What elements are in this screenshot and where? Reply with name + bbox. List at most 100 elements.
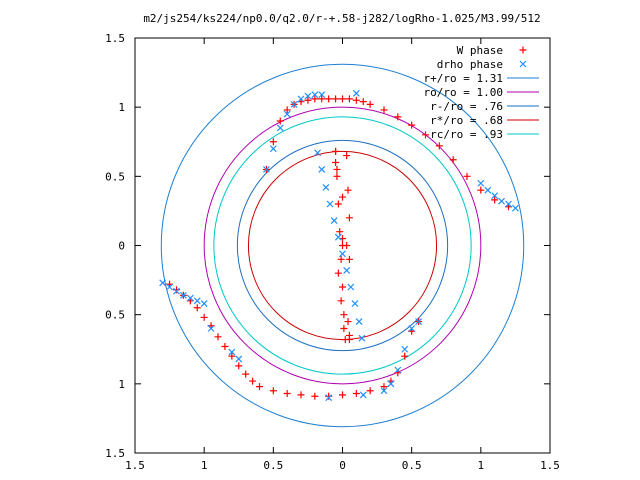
drho-phase-point — [283, 110, 291, 118]
drho-phase-point — [347, 283, 355, 291]
legend-label: ro/ro = 1.00 — [424, 86, 503, 99]
y-tick-label: 0 — [118, 240, 125, 253]
legend-label: drho phase — [437, 58, 503, 71]
x-tick-label: 1 — [478, 459, 485, 472]
x-tick-label: 1 — [201, 459, 208, 472]
w-phase-point — [311, 392, 319, 400]
w-phase-point — [449, 156, 457, 164]
w-phase-point — [344, 318, 352, 326]
drho-phase-point — [359, 391, 367, 399]
drho-phase-point — [339, 250, 346, 258]
w-phase-point — [340, 325, 348, 332]
w-phase-point — [339, 95, 346, 103]
drho-phase-point — [159, 279, 167, 287]
drho-phase-point — [387, 380, 395, 388]
y-tick-label: 0.5 — [105, 309, 125, 322]
w-phase-point — [311, 95, 319, 103]
w-phase-point — [334, 200, 342, 208]
drho-phase-point — [325, 394, 333, 402]
w-phase-point — [297, 391, 305, 399]
drho-phase-point — [166, 283, 174, 291]
drho-phase-point — [269, 145, 277, 153]
y-tick-label: 1.5 — [105, 32, 125, 45]
drho-phase-point — [179, 291, 187, 299]
drho-phase-point — [498, 197, 506, 205]
drho-phase-point — [228, 348, 236, 356]
circle-r — [236, 139, 449, 352]
drho-phase-point — [322, 183, 330, 191]
w-phase-point — [332, 95, 340, 103]
drho-phase-point — [511, 204, 519, 212]
drho-phase-point — [193, 297, 201, 305]
drho-phase-point — [207, 325, 215, 332]
legend-label: r*/ro = .68 — [430, 114, 503, 127]
drho-phase-point — [351, 300, 359, 308]
drho-phase-point — [297, 95, 305, 103]
w-phase-point — [242, 370, 250, 378]
w-phase-point — [325, 95, 333, 103]
w-phase-point — [256, 383, 263, 391]
w-phase-point — [352, 96, 360, 104]
w-phase-point — [276, 117, 284, 125]
w-phase-point — [339, 391, 346, 399]
w-phase-point — [269, 138, 277, 146]
w-phase-point — [343, 152, 351, 160]
w-phase-point — [345, 331, 353, 339]
drho-phase-point — [334, 233, 342, 241]
w-phase-point — [359, 98, 367, 106]
legend-marker-drho-phase — [519, 60, 527, 68]
drho-phase-point — [343, 266, 351, 274]
w-phase-point — [394, 113, 402, 121]
drho-phase-point — [173, 287, 180, 295]
w-phase-point — [366, 100, 374, 108]
drho-phase-point — [311, 91, 319, 99]
w-phase-point — [340, 311, 348, 319]
w-phase-point — [408, 121, 416, 129]
w-phase-point — [380, 383, 388, 391]
w-phase-point — [435, 142, 443, 150]
drho-phase-point — [484, 186, 492, 194]
w-phase-point — [339, 242, 346, 249]
w-phase-point — [193, 304, 201, 312]
drho-phase-point — [408, 325, 416, 332]
drho-phase-point — [358, 334, 366, 342]
w-phase-point — [463, 172, 471, 180]
w-phase-point — [249, 377, 257, 385]
drho-phase-point — [314, 149, 322, 157]
w-phase-point — [332, 147, 340, 155]
w-phase-point — [173, 286, 180, 294]
w-phase-point — [200, 313, 208, 321]
w-phase-point — [366, 387, 374, 395]
w-phase-point — [339, 193, 346, 201]
x-tick-label: 0.5 — [263, 459, 283, 472]
drho-phase-point — [304, 92, 312, 100]
drho-phase-point — [415, 318, 423, 326]
y-tick-label: 1 — [118, 101, 125, 114]
drho-phase-point — [491, 192, 499, 200]
w-phase-point — [337, 255, 345, 263]
w-phase-point — [228, 352, 236, 360]
w-phase-point — [333, 165, 341, 173]
w-phase-point — [401, 352, 409, 360]
w-phase-point — [337, 297, 345, 305]
drho-phase-point — [394, 366, 402, 374]
circle-ro — [203, 106, 482, 385]
drho-phase-point — [330, 217, 338, 225]
y-tick-label: 1 — [118, 378, 125, 391]
legend-label: r-/ro = .76 — [430, 100, 503, 113]
y-tick-label: 0.5 — [105, 170, 125, 183]
drho-phase-point — [505, 200, 512, 208]
w-phase-point — [283, 390, 291, 398]
circle-r — [160, 63, 525, 428]
drho-phase-point — [326, 200, 334, 208]
legend-label: rc/ro = .93 — [430, 128, 503, 141]
w-phase-point — [334, 269, 342, 277]
w-phase-point — [345, 214, 353, 222]
circle-group — [160, 63, 525, 428]
drho-phase-point — [380, 387, 388, 395]
drho-phase-point — [290, 100, 298, 108]
x-tick-label: 0 — [339, 459, 346, 472]
legend-label: r+/ro = 1.31 — [424, 72, 503, 85]
x-tick-label: 1.5 — [125, 459, 145, 472]
